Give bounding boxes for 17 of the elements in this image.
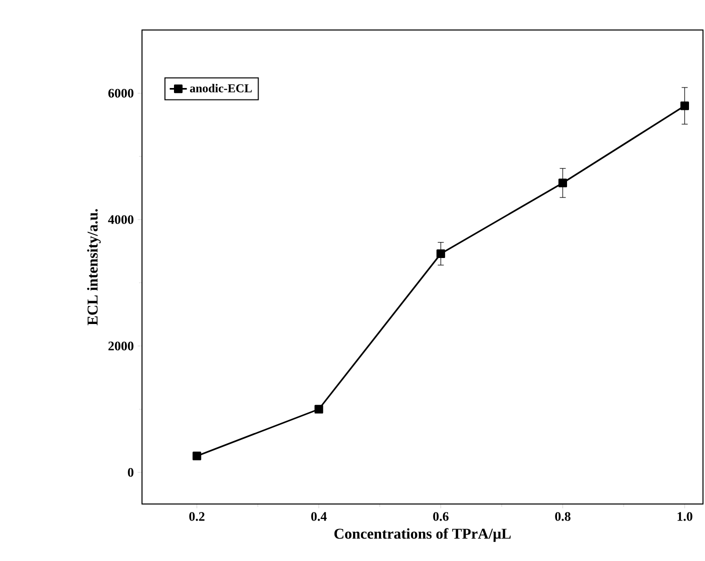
point xyxy=(192,452,202,460)
x-axis-title: Concentrations of TPrA/μL xyxy=(334,528,511,542)
point xyxy=(436,249,446,258)
x-tick-label: 0.2 xyxy=(189,512,204,521)
x-tick-label: 0.6 xyxy=(433,512,449,521)
legend-label: anodic-ECL xyxy=(190,84,252,92)
point xyxy=(314,404,324,414)
x-tick-label: 0.4 xyxy=(311,512,327,521)
y-axis-title: ECL intensity/a.u. xyxy=(87,209,101,326)
point xyxy=(558,178,568,188)
y-tick-label: 4000 xyxy=(108,215,134,224)
y-tick-label: 6000 xyxy=(108,88,134,98)
x-tick-label: 0.8 xyxy=(555,512,570,521)
point xyxy=(680,102,689,110)
x-tick-label: 1.0 xyxy=(678,512,692,521)
y-tick-label: 0 xyxy=(128,468,134,477)
y-tick-label: 2000 xyxy=(108,342,134,350)
